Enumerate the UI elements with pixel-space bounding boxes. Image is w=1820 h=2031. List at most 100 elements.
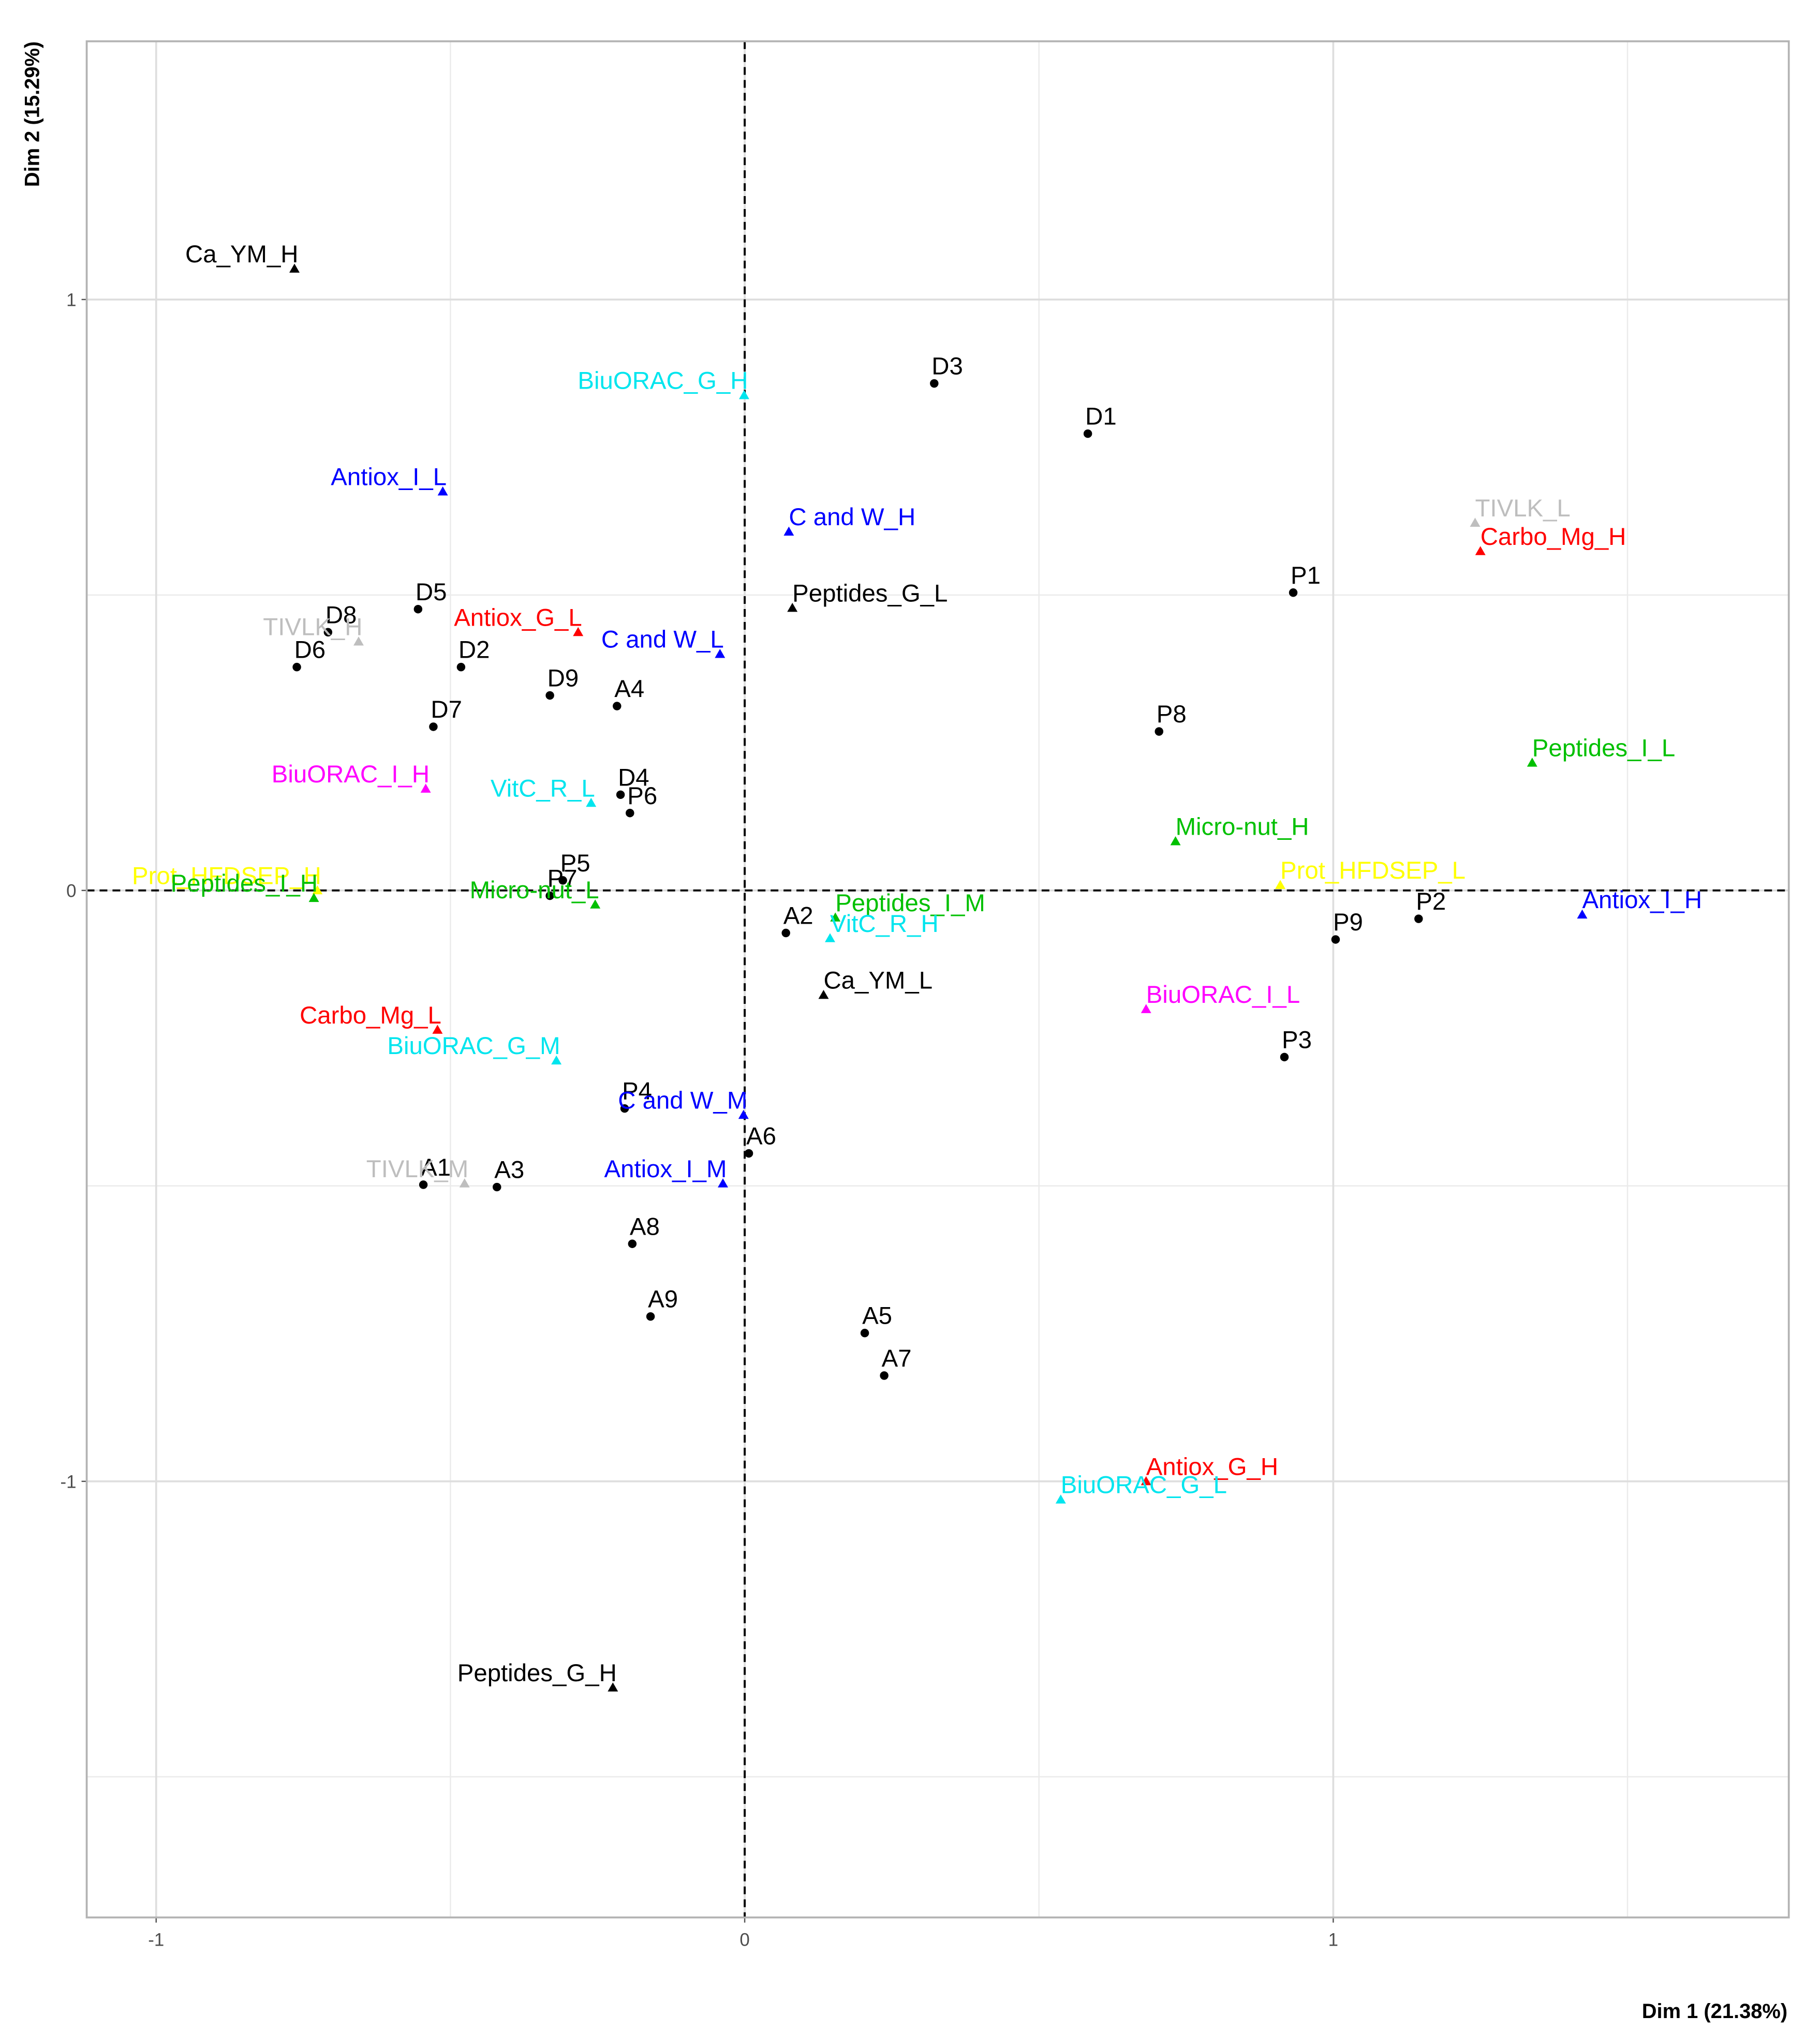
- point-label: A1: [421, 1154, 451, 1181]
- point: [419, 1180, 428, 1189]
- point: [818, 989, 829, 999]
- point: [613, 702, 622, 710]
- point-label: D6: [294, 636, 326, 664]
- point: [1470, 517, 1481, 527]
- point: [781, 928, 790, 938]
- point: [590, 899, 601, 909]
- point: [880, 1371, 889, 1380]
- point: [1577, 909, 1588, 919]
- point-label: D2: [458, 636, 490, 664]
- point-label: Antiox_I_H: [1582, 886, 1702, 914]
- point: [738, 1109, 749, 1119]
- x-axis-title: Dim 1 (21.38%): [1642, 2000, 1787, 2023]
- point: [353, 636, 364, 646]
- point-label: BiuORAC_I_H: [272, 761, 430, 788]
- point-label: P4: [622, 1078, 652, 1105]
- point-label: A7: [882, 1345, 912, 1372]
- point: [718, 1178, 728, 1188]
- point: [493, 1182, 501, 1192]
- point-label: P5: [560, 850, 590, 877]
- point: [930, 379, 939, 388]
- y-tick-label: -1: [61, 1472, 77, 1492]
- point-label: Ca_YM_L: [823, 967, 933, 994]
- point-label: C and W_M: [618, 1087, 747, 1114]
- point: [323, 628, 333, 636]
- point: [292, 662, 301, 672]
- point: [429, 722, 438, 731]
- point: [437, 486, 448, 496]
- point-label: BiuORAC_G_L: [1061, 1472, 1227, 1499]
- point-label: D1: [1085, 403, 1117, 431]
- point: [608, 1682, 618, 1692]
- point-label: BiuORAC_G_M: [387, 1032, 560, 1060]
- point-label: Carbo_Mg_H: [1481, 523, 1626, 551]
- point: [1414, 914, 1423, 923]
- point: [551, 1055, 562, 1065]
- point: [1527, 758, 1537, 767]
- point: [1289, 588, 1298, 597]
- point-label: TIVLK_M: [366, 1155, 468, 1183]
- point: [787, 602, 798, 612]
- point: [620, 1104, 629, 1113]
- point-label: TIVLK_H: [263, 614, 362, 641]
- point: [420, 783, 431, 793]
- point-label: VitC_R_L: [491, 775, 595, 802]
- point-label: Antiox_G_L: [454, 604, 582, 631]
- point: [1475, 546, 1486, 555]
- point: [413, 605, 423, 614]
- point-label: Micro-nut_L: [470, 877, 599, 904]
- point: [628, 1239, 637, 1248]
- point-label: A2: [783, 902, 813, 930]
- point-label: P6: [627, 782, 657, 810]
- point: [459, 1178, 470, 1188]
- point: [1083, 429, 1092, 438]
- point-label: Antiox_G_H: [1146, 1453, 1278, 1480]
- point: [783, 526, 794, 536]
- x-tick-label: -1: [148, 1930, 164, 1950]
- point-label: Antiox_I_M: [604, 1155, 727, 1183]
- point: [586, 797, 597, 807]
- point: [860, 1328, 869, 1338]
- y-tick-label: 1: [66, 290, 76, 310]
- point-label: Prot_HFDSEP_H: [132, 862, 321, 890]
- point-label: A3: [494, 1157, 524, 1184]
- point-label: D7: [431, 696, 462, 723]
- point-label: Peptides_G_H: [457, 1659, 617, 1687]
- point-label: Peptides_I_H: [171, 870, 318, 897]
- point-label: P3: [1282, 1026, 1312, 1054]
- point: [545, 891, 554, 900]
- y-axis-title: Dim 2 (15.29%): [21, 41, 43, 187]
- point-label: BiuORAC_G_H: [578, 367, 748, 394]
- point-label: C and W_H: [789, 503, 915, 531]
- point: [1155, 727, 1163, 736]
- point-label: D8: [325, 601, 357, 629]
- point-label: TIVLK_L: [1475, 495, 1570, 522]
- y-tick-label: 0: [66, 881, 76, 901]
- point: [432, 1025, 443, 1034]
- point-label: Peptides_G_L: [792, 580, 948, 607]
- point-label: Ca_YM_H: [185, 241, 298, 268]
- point-label: Micro-nut_H: [1176, 813, 1309, 841]
- point-label: P8: [1157, 701, 1187, 728]
- point-label: A9: [648, 1286, 678, 1313]
- point: [312, 885, 323, 895]
- point: [308, 893, 319, 902]
- point: [545, 691, 554, 700]
- point-label: D3: [931, 353, 963, 380]
- x-tick-label: 0: [739, 1930, 749, 1950]
- point: [573, 627, 584, 636]
- point: [1280, 1052, 1289, 1062]
- point-label: P7: [548, 865, 578, 893]
- point: [616, 790, 625, 799]
- point: [1331, 935, 1340, 944]
- point-label: P1: [1291, 562, 1321, 589]
- point-label: Carbo_Mg_L: [300, 1002, 441, 1029]
- point: [1141, 1004, 1151, 1013]
- point: [715, 649, 726, 658]
- point-label: Prot_HFDSEP_L: [1280, 857, 1466, 884]
- point-label: A8: [630, 1213, 660, 1240]
- point: [744, 1149, 753, 1158]
- plot-border: [85, 40, 1790, 1919]
